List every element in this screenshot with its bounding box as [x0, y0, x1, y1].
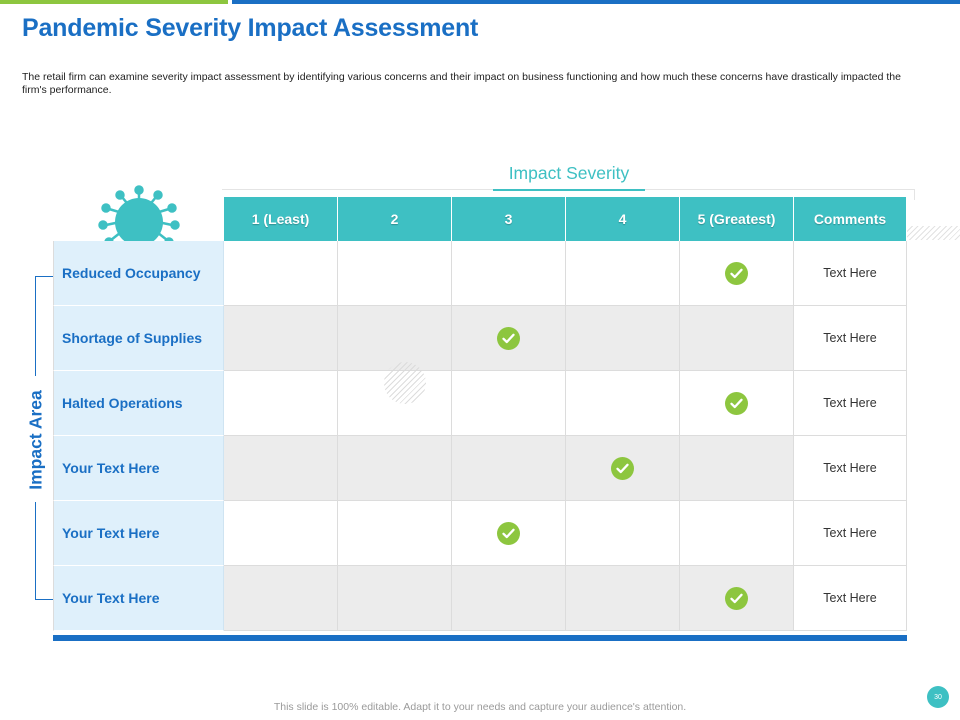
- checkmark-icon: [611, 456, 634, 480]
- page-title: Pandemic Severity Impact Assessment: [22, 14, 479, 42]
- severity-cell: [224, 436, 338, 501]
- severity-cell: [452, 306, 566, 371]
- column-header: 2: [338, 197, 452, 241]
- severity-cell: [452, 436, 566, 501]
- severity-cell: [224, 306, 338, 371]
- checkmark-icon: [497, 326, 520, 350]
- checkmark-icon: [497, 521, 520, 545]
- severity-cell: [224, 566, 338, 631]
- impact-severity-heading: Impact Severity: [493, 163, 645, 191]
- comment-cell: Text Here: [794, 566, 907, 631]
- column-header: 4: [566, 197, 680, 241]
- severity-cell: [452, 371, 566, 436]
- comment-cell: Text Here: [794, 501, 907, 566]
- severity-cell: [680, 566, 794, 631]
- top-accent-bar-green: [0, 0, 228, 4]
- impact-area-label: Halted Operations: [53, 371, 224, 436]
- severity-cell: [452, 241, 566, 306]
- impact-area-bracket: [35, 276, 53, 600]
- impact-area-label: Your Text Here: [53, 436, 224, 501]
- footer-note: This slide is 100% editable. Adapt it to…: [273, 701, 687, 713]
- severity-cell: [566, 436, 680, 501]
- impact-area-label: Your Text Here: [53, 501, 224, 566]
- page-number: 30: [934, 693, 942, 701]
- checkmark-icon: [725, 261, 748, 285]
- virus-icon: [98, 184, 180, 244]
- column-header: 5 (Greatest): [680, 197, 794, 241]
- column-header: 1 (Least): [224, 197, 338, 241]
- severity-cell: [338, 501, 452, 566]
- comment-cell: Text Here: [794, 306, 907, 371]
- severity-cell: [338, 306, 452, 371]
- decorative-hatch: [906, 226, 960, 240]
- page-number-badge: 30: [927, 686, 949, 708]
- severity-cell: [452, 501, 566, 566]
- severity-cell: [680, 501, 794, 566]
- severity-cell: [224, 501, 338, 566]
- table-bottom-bar: [53, 635, 907, 641]
- severity-cell: [680, 436, 794, 501]
- impact-area-label: Your Text Here: [53, 566, 224, 631]
- impact-area-label: Reduced Occupancy: [53, 241, 224, 306]
- comment-cell: Text Here: [794, 436, 907, 501]
- severity-cell: [566, 306, 680, 371]
- column-header: Comments: [794, 197, 907, 241]
- page-description: The retail firm can examine severity imp…: [22, 71, 901, 96]
- severity-cell: [566, 371, 680, 436]
- severity-cell: [338, 436, 452, 501]
- severity-cell: [680, 241, 794, 306]
- severity-cell: [338, 241, 452, 306]
- impact-area-heading: Impact Area: [25, 386, 47, 494]
- checkmark-icon: [725, 586, 748, 610]
- table-corner: [53, 197, 224, 241]
- column-header: 3: [452, 197, 566, 241]
- comment-cell: Text Here: [794, 241, 907, 306]
- decorative-hatch-circle: [384, 362, 426, 404]
- impact-area-label: Shortage of Supplies: [53, 306, 224, 371]
- severity-cell: [224, 371, 338, 436]
- severity-cell: [566, 501, 680, 566]
- severity-cell: [680, 371, 794, 436]
- top-accent-bar-blue: [232, 0, 960, 4]
- severity-cell: [338, 566, 452, 631]
- severity-cell: [680, 306, 794, 371]
- comment-cell: Text Here: [794, 371, 907, 436]
- checkmark-icon: [725, 391, 748, 415]
- severity-table: 1 (Least) 2 3 4 5 (Greatest) Comments Reduced …: [53, 197, 907, 631]
- severity-cell: [566, 566, 680, 631]
- severity-cell: [452, 566, 566, 631]
- severity-cell: [224, 241, 338, 306]
- severity-cell: [566, 241, 680, 306]
